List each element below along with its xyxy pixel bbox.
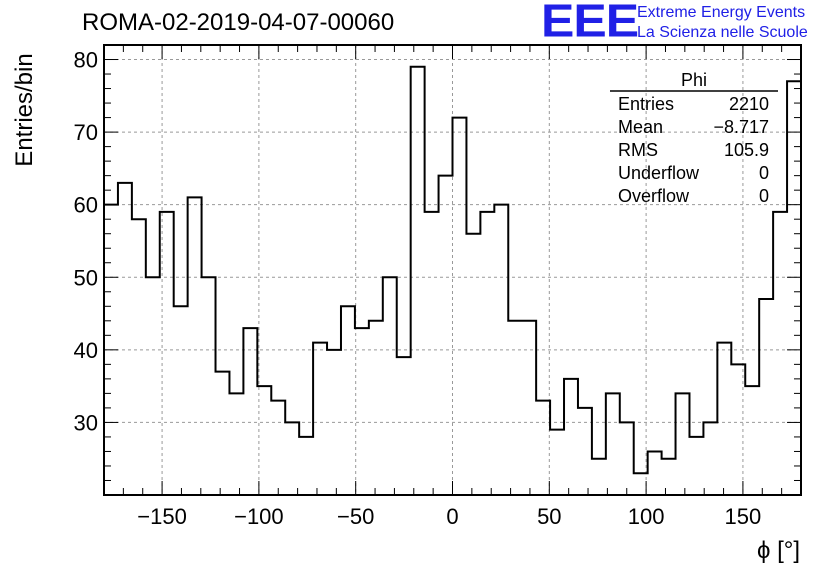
x-tick-label: 150: [725, 504, 762, 529]
stats-label: Underflow: [618, 163, 700, 183]
y-tick-label: 30: [74, 410, 98, 435]
stats-label: RMS: [618, 140, 658, 160]
y-tick-labels: 30 40 50 60 70 80: [74, 48, 98, 436]
x-tick-label: −150: [137, 504, 187, 529]
logo-subtitle-line2: La Scienza nelle Scuole: [637, 24, 808, 41]
axes: [103, 44, 802, 496]
histogram-line: [104, 65, 801, 475]
stats-label: Mean: [618, 117, 663, 137]
y-tick-label: 50: [74, 265, 98, 290]
stats-label: Overflow: [618, 186, 690, 206]
stats-value: 0: [759, 163, 769, 183]
y-axis-label: Entries/bin: [11, 53, 38, 166]
stats-value: −8.717: [713, 117, 769, 137]
stats-value: 105.9: [724, 140, 769, 160]
y-tick-label: 70: [74, 120, 98, 145]
x-tick-label: 0: [446, 504, 458, 529]
chart-title: ROMA-02-2019-04-07-00060: [82, 9, 395, 36]
logo-subtitle: Extreme Energy Events La Scienza nelle S…: [637, 3, 808, 43]
y-tick-label: 80: [74, 48, 98, 73]
y-tick-label: 60: [74, 193, 98, 218]
eee-logo: EEE: [541, 0, 639, 47]
stats-value: 2210: [729, 94, 769, 114]
x-tick-labels: −150 −100 −50 0 50 100 150: [137, 504, 761, 529]
grid-lines: [104, 45, 801, 495]
stats-title: Phi: [681, 70, 707, 90]
y-tick-label: 40: [74, 338, 98, 363]
stats-box: Phi Entries 2210 Mean −8.717 RMS 105.9 Underflo…: [610, 70, 778, 206]
stats-value: 0: [759, 186, 769, 206]
x-tick-label: 100: [628, 504, 665, 529]
x-tick-label: −50: [337, 504, 374, 529]
x-axis-label: ϕ [°]: [757, 537, 800, 564]
stats-label: Entries: [618, 94, 674, 114]
logo-subtitle-line1: Extreme Energy Events: [637, 4, 806, 21]
x-tick-label: −100: [234, 504, 284, 529]
x-tick-label: 50: [537, 504, 561, 529]
